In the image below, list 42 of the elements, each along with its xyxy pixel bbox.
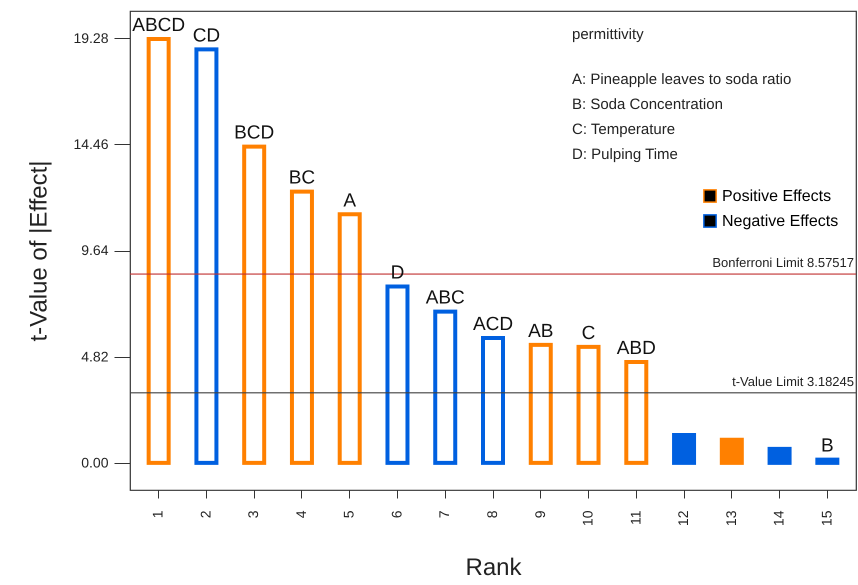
- y-tick-label: 4.82: [81, 348, 109, 364]
- x-tick-label: 4: [292, 510, 309, 518]
- x-tick-label: 3: [245, 510, 262, 518]
- x-tick-label: 13: [722, 510, 739, 526]
- annotation: BC: [288, 168, 316, 189]
- ref-line-label: Bonferroni Limit 8.57517: [712, 255, 854, 270]
- x-tick-label: 1: [150, 510, 166, 518]
- y-tick-label: 19.28: [73, 30, 109, 46]
- legend-label: Negative Effects: [722, 213, 838, 230]
- ref-line-label: t-Value Limit 3.18245: [732, 374, 854, 389]
- annotation: permittivity: [572, 26, 644, 43]
- annotation: B: [821, 436, 834, 457]
- x-tick-label: 11: [627, 510, 644, 526]
- annotation: B: Soda Concentration: [572, 96, 723, 113]
- annotation: A: [343, 190, 356, 212]
- y-axis-title: t-Value of |Effect|: [25, 160, 52, 342]
- annotation: C: [582, 322, 596, 344]
- x-tick-label: 6: [388, 510, 404, 518]
- annotation: ABCD: [132, 14, 186, 36]
- annotation: D: Pulping Time: [572, 146, 678, 163]
- x-tick-label: 10: [580, 510, 596, 526]
- y-tick-label: 14.46: [73, 136, 109, 152]
- x-tick-label: 9: [532, 510, 548, 518]
- annotation: ACD: [472, 314, 514, 336]
- annotation: C: Temperature: [572, 121, 676, 138]
- annotation: ABC: [426, 288, 465, 309]
- y-tick-label: 9.64: [81, 242, 109, 258]
- x-tick-label: 5: [340, 510, 357, 518]
- legend-label: Positive Effects: [722, 188, 832, 205]
- x-tick-label: 12: [675, 510, 692, 526]
- annotation: AB: [528, 320, 554, 342]
- x-tick-label: 2: [197, 510, 214, 518]
- x-tick-label: 14: [770, 510, 787, 526]
- annotation: CD: [192, 25, 220, 46]
- annotation: BCD: [234, 122, 274, 144]
- x-axis-title: Rank: [465, 554, 523, 582]
- y-tick-label: 0.00: [81, 454, 109, 470]
- x-tick-label: 7: [436, 510, 452, 518]
- annotation: ABD: [616, 338, 656, 360]
- annotation: A: Pineapple leaves to soda ratio: [572, 71, 792, 88]
- x-tick-label: 8: [484, 510, 500, 518]
- x-tick-label: 15: [818, 510, 834, 526]
